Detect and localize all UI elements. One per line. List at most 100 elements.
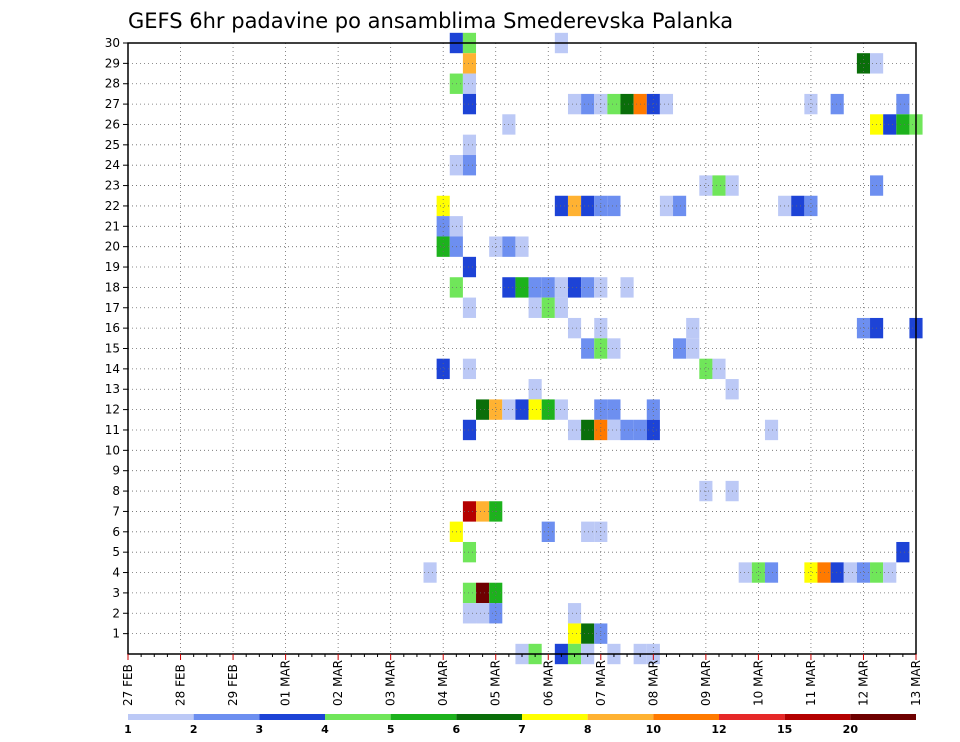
heatmap-cell [567, 419, 582, 441]
legend-swatch [390, 714, 457, 720]
heatmap-cell [515, 399, 529, 420]
plot-frame [127, 42, 917, 655]
x-tick-label: 01 MAR [279, 660, 293, 706]
y-tick-label: 20 [105, 240, 120, 254]
legend-label: 6 [453, 723, 461, 736]
heatmap-cell [896, 93, 910, 115]
heatmap-cell [699, 358, 713, 380]
heatmap-cell [462, 53, 477, 74]
y-tick-label: 4 [112, 566, 120, 580]
heatmap-cell [607, 93, 621, 115]
heatmap-cell [462, 155, 477, 176]
y-tick-label: 6 [112, 525, 120, 539]
y-tick-label: 18 [105, 280, 120, 294]
chart-title: GEFS 6hr padavine po ansamblima Smederev… [128, 9, 733, 33]
heatmap-cell [567, 195, 582, 217]
y-tick-label: 11 [105, 423, 120, 437]
heatmap-cell [581, 277, 595, 298]
heatmap-cell [620, 93, 634, 115]
heatmap-cell [554, 277, 568, 298]
y-tick-label: 29 [105, 56, 120, 70]
heatmap-cell [462, 297, 477, 318]
y-tick-label: 17 [105, 301, 120, 315]
heatmap-cell [489, 603, 503, 624]
y-tick-label: 2 [112, 606, 120, 620]
heatmap-cell [476, 603, 490, 624]
heatmap-cell [673, 338, 687, 359]
heatmap-cell [856, 317, 871, 339]
x-tick-label: 07 MAR [594, 660, 608, 706]
y-tick-label: 7 [112, 504, 120, 518]
legend-swatch [325, 714, 391, 720]
heatmap-cell [764, 562, 779, 583]
y-tick-label: 27 [105, 97, 120, 111]
legend-swatch [456, 714, 522, 720]
y-tick-label: 9 [112, 464, 120, 478]
heatmap-cell [659, 195, 674, 217]
heatmap-cell [581, 338, 595, 359]
legend-label: 2 [190, 723, 198, 736]
heatmap-cell [804, 562, 818, 583]
x-tick-label: 02 MAR [331, 660, 345, 706]
y-tick-label: 16 [105, 321, 120, 335]
color-legend: 1 2 3 4 5 6 7 8 10 12 15 20 [124, 714, 916, 736]
heatmap-cell [567, 317, 582, 339]
y-tick-label: 15 [105, 342, 120, 356]
heatmap-cell [856, 562, 871, 583]
x-tick-label: 13 MAR [909, 660, 923, 706]
legend-swatch [259, 714, 325, 720]
heatmap-cell [646, 93, 660, 115]
heatmap-cell [554, 297, 568, 318]
heatmap-cell [843, 562, 857, 583]
heatmap-cell [581, 521, 595, 542]
heatmap-cell [462, 501, 477, 522]
legend-swatch [784, 714, 851, 720]
heatmap-cell [581, 623, 595, 644]
y-tick-label: 10 [105, 443, 120, 457]
heatmap-cell [830, 93, 844, 115]
y-tick-label: 12 [105, 403, 120, 417]
x-tick-label: 08 MAR [646, 660, 660, 706]
heatmap-cell [673, 195, 687, 217]
heatmap-cell [528, 277, 542, 298]
heatmap-cell [462, 256, 477, 278]
legend-swatch [193, 714, 260, 720]
heatmap-cell [489, 582, 503, 604]
heatmap-cell [883, 114, 897, 135]
heatmap-cell [462, 419, 477, 441]
x-tick-label: 09 MAR [699, 660, 713, 706]
heatmap-cell [712, 358, 726, 380]
y-tick-label: 8 [112, 484, 120, 498]
heatmap-cell [567, 623, 582, 644]
y-tick-label: 25 [105, 138, 120, 152]
heatmap-cell [738, 562, 752, 583]
legend-label: 5 [387, 723, 395, 736]
legend-swatch [653, 714, 719, 720]
y-tick-label: 1 [112, 627, 120, 641]
heatmap-cell [646, 399, 660, 420]
x-tick-label: 10 MAR [751, 660, 765, 706]
legend-label: 7 [518, 723, 526, 736]
heatmap-cell [567, 93, 582, 115]
legend-label: 12 [711, 723, 726, 736]
heatmap-cell [436, 195, 450, 217]
y-axis: 1234567891011121314151617181920212223242… [105, 36, 128, 641]
heatmap-cell [436, 358, 450, 380]
y-tick-label: 26 [105, 117, 120, 131]
heatmap-cell [462, 582, 477, 604]
y-tick-label: 21 [105, 219, 120, 233]
legend-swatch [850, 714, 916, 720]
legend-swatch [719, 714, 785, 720]
heatmap-cell [607, 195, 621, 217]
heatmap-cell [581, 93, 595, 115]
heatmap-cell [567, 277, 582, 298]
legend-label: 20 [843, 723, 859, 736]
heatmap-cell [462, 358, 477, 380]
heatmap-cell [804, 93, 818, 115]
heatmap-cell [581, 195, 595, 217]
heatmap-cell [699, 175, 713, 196]
y-tick-label: 14 [105, 362, 120, 376]
heatmap-cell [567, 603, 582, 624]
x-tick-label: 11 MAR [804, 660, 818, 706]
